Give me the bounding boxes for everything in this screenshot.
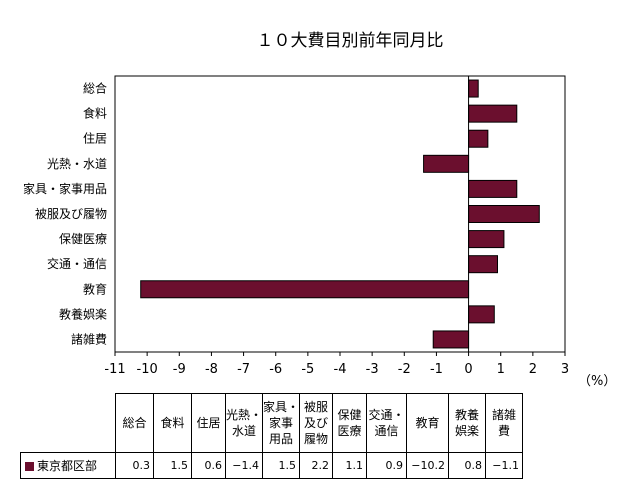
x-tick-label: -3 bbox=[366, 362, 379, 377]
table-value-cell: −1.4 bbox=[225, 452, 263, 479]
x-tick-label: -8 bbox=[205, 362, 218, 377]
category-label: 住居 bbox=[83, 132, 107, 146]
x-tick-label: 2 bbox=[529, 362, 537, 377]
series-legend-cell: 東京都区部 bbox=[20, 452, 116, 479]
table-value-cell: 1.5 bbox=[262, 452, 300, 479]
table-header-cell: 被服 及び 履物 bbox=[299, 393, 333, 453]
table-value-cell: 0.8 bbox=[448, 452, 486, 479]
x-tick-label: -4 bbox=[334, 362, 347, 377]
x-tick-label: 1 bbox=[497, 362, 505, 377]
table-header-cell: 教育 bbox=[406, 393, 449, 453]
x-tick-label: -6 bbox=[269, 362, 282, 377]
table-corner bbox=[20, 393, 116, 453]
bar bbox=[468, 129, 489, 148]
bar bbox=[468, 179, 518, 198]
x-tick-label: -5 bbox=[301, 362, 314, 377]
series-name: 東京都区部 bbox=[37, 459, 98, 473]
table-value-cell: 0.9 bbox=[366, 452, 407, 479]
bar bbox=[468, 305, 495, 324]
bar bbox=[468, 255, 499, 274]
x-tick-label: -10 bbox=[137, 362, 158, 377]
table-value-cell: 1.1 bbox=[332, 452, 367, 479]
category-label: 諸雑費 bbox=[71, 331, 107, 346]
category-label: 食料 bbox=[83, 106, 107, 121]
x-axis-unit-label: （%） bbox=[578, 374, 616, 389]
table-value-cell: 0.6 bbox=[191, 452, 226, 479]
table-header-cell: 家具・ 家事 用品 bbox=[262, 393, 300, 453]
category-label: 教養娯楽 bbox=[59, 306, 107, 321]
bar bbox=[140, 280, 470, 299]
table-value-cell: −1.1 bbox=[485, 452, 523, 479]
table-header-cell: 交通・ 通信 bbox=[366, 393, 407, 453]
table-header-cell: 食料 bbox=[153, 393, 192, 453]
x-tick-label: -2 bbox=[398, 362, 411, 377]
x-tick-label: -7 bbox=[237, 362, 250, 377]
bar bbox=[468, 79, 479, 98]
category-label: 被服及び履物 bbox=[35, 207, 107, 221]
table-value-cell: 1.5 bbox=[153, 452, 192, 479]
table-value-cell: −10.2 bbox=[406, 452, 449, 479]
category-label: 教育 bbox=[83, 281, 107, 296]
x-tick-label: -9 bbox=[173, 362, 186, 377]
category-label: 保健医療 bbox=[59, 232, 107, 246]
chart-title: １０大費目別前年同月比 bbox=[257, 31, 444, 51]
bar bbox=[468, 230, 505, 249]
legend-swatch bbox=[25, 462, 34, 471]
table-header-row: 総合 食料 住居 光熱・ 水道 家具・ 家事 用品 被服 及び 履物 保健 医療… bbox=[20, 393, 523, 453]
table-value-cell: 2.2 bbox=[299, 452, 333, 479]
category-label: 家具・家事用品 bbox=[23, 181, 107, 196]
category-label: 交通・通信 bbox=[47, 256, 107, 271]
x-tick-label: 0 bbox=[464, 362, 472, 377]
table-header-cell: 諸雑 費 bbox=[485, 393, 523, 453]
table-value-cell: 0.3 bbox=[115, 452, 154, 479]
bar bbox=[423, 154, 470, 173]
table-header-cell: 教養 娯楽 bbox=[448, 393, 486, 453]
table-header-cell: 保健 医療 bbox=[332, 393, 367, 453]
bar bbox=[432, 330, 470, 349]
data-table: 総合 食料 住居 光熱・ 水道 家具・ 家事 用品 被服 及び 履物 保健 医療… bbox=[20, 393, 523, 479]
bar bbox=[468, 104, 518, 123]
bar bbox=[468, 205, 540, 223]
category-label: 光熱・水道 bbox=[47, 157, 107, 171]
x-tick-label: -1 bbox=[430, 362, 443, 377]
category-label: 総合 bbox=[83, 81, 107, 96]
table-header-cell: 住居 bbox=[191, 393, 226, 453]
x-tick-label: 3 bbox=[561, 362, 569, 377]
table-header-cell: 光熱・ 水道 bbox=[225, 393, 263, 453]
x-tick-label: -11 bbox=[104, 362, 125, 377]
table-header-cell: 総合 bbox=[115, 393, 154, 453]
bar-chart: １０大費目別前年同月比 総合食料住居光熱・水道家具・家事用品被服及び履物保健医療… bbox=[23, 31, 616, 389]
table-row: 東京都区部 0.3 1.5 0.6 −1.4 1.5 2.2 1.1 0.9 −… bbox=[20, 452, 523, 479]
